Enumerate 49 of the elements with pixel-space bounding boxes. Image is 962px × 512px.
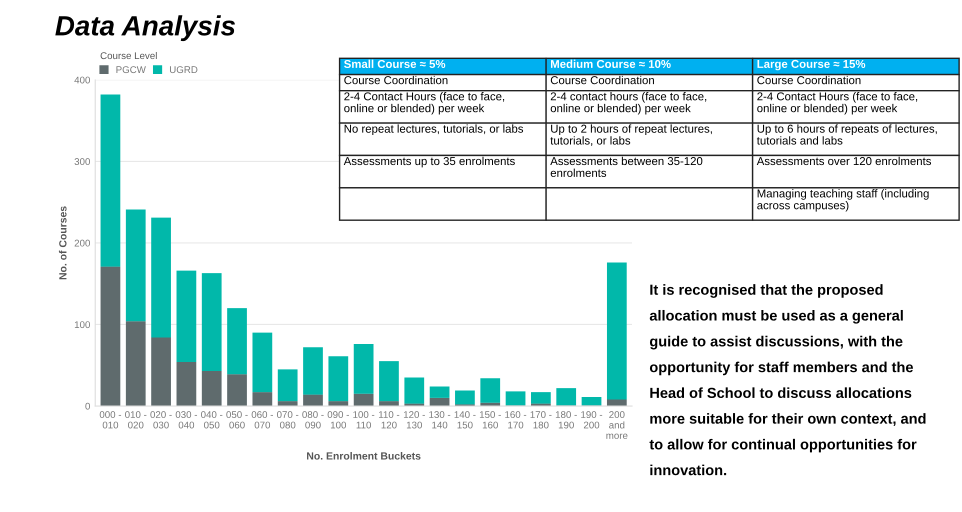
text: Managing teaching staff (including across campuses): [757, 189, 929, 212]
y-tick-label: 400: [74, 76, 90, 84]
text: Up to 2 hours of repeat lectures, tutorials, or labs: [550, 124, 712, 146]
text: Assessments up to 35 enrolments: [344, 156, 515, 168]
x-tick-label: 030 - 040: [176, 411, 198, 428]
x-tick-label: 040 - 050: [201, 411, 222, 428]
text: Course Coordination: [550, 76, 654, 84]
legend-label: PGCW: [116, 66, 146, 74]
text: 2-4 Contact Hours (face to face, online or blended) per week: [344, 92, 504, 114]
text: Course Coordination: [344, 76, 448, 84]
x-tick-label: 190 - 200: [581, 411, 602, 428]
text: 2-4 contact hours (face to face, online or blended) per week: [550, 92, 706, 114]
y-tick-label: 200: [74, 240, 90, 247]
y-axis-title: No. of Courses: [58, 206, 67, 280]
x-tick-label: 100 - 110: [353, 411, 374, 428]
text: Assessments between 35-120 enrolments: [550, 156, 702, 177]
text: No repeat lectures, tutorials, or labs: [344, 124, 524, 135]
x-tick-label: 140 - 150: [454, 411, 476, 428]
text: Assessments over 120 enrolments: [756, 156, 932, 166]
x-tick-label: 070 - 080: [276, 411, 298, 428]
x-axis-title: No. Enrolment Buckets: [307, 452, 421, 460]
x-tick-label: 120 - 130: [404, 411, 425, 428]
x-tick-label: 020 - 030: [150, 411, 172, 428]
x-tick-label: 160 - 170: [505, 411, 526, 428]
x-tick-label: 090 - 100: [328, 411, 349, 428]
text: It is recognised that the proposed allocation must be used as a general guide to assist discussions, with the opportunity for staff members and the Head of School to discuss allocations more suitable for their own context, and to allow for continual opportunities for innovation.: [650, 284, 926, 476]
x-tick-label: 000 - 010: [100, 411, 122, 428]
legend-label: UGRD: [170, 66, 198, 74]
y-tick-label: 100: [74, 321, 90, 328]
x-tick-label: 170 - 180: [530, 411, 552, 428]
x-tick-label: 180 - 190: [556, 411, 577, 428]
category-label: Large Course ≈ 15%: [757, 60, 866, 70]
x-tick-label: 060 - 070: [252, 411, 274, 428]
text: Up to 6 hours of repeats of lectures, tutorials and labs: [756, 124, 937, 145]
x-tick-label: 010 - 020: [125, 411, 146, 428]
chart-title: Data Analysis: [55, 15, 236, 42]
text: 2-4 Contact Hours (face to face, online or blended) per week: [757, 92, 918, 114]
legend-title: Course Level: [100, 52, 157, 60]
x-tick-label: 080 - 090: [302, 411, 324, 428]
x-tick-label: 150 - 160: [480, 411, 501, 428]
x-tick-label: 050 - 060: [226, 411, 248, 428]
x-tick-label: 110 - 120: [378, 411, 400, 428]
x-tick-label: 130 - 140: [429, 411, 450, 428]
category-label: Small Course ≈ 5%: [344, 60, 446, 68]
category-label: Medium Course ≈ 10%: [550, 60, 671, 68]
y-tick-label: 0: [85, 402, 90, 410]
y-tick-label: 300: [74, 158, 90, 166]
text: Course Coordination: [757, 76, 860, 84]
x-tick-label: 200 and more: [606, 411, 628, 439]
